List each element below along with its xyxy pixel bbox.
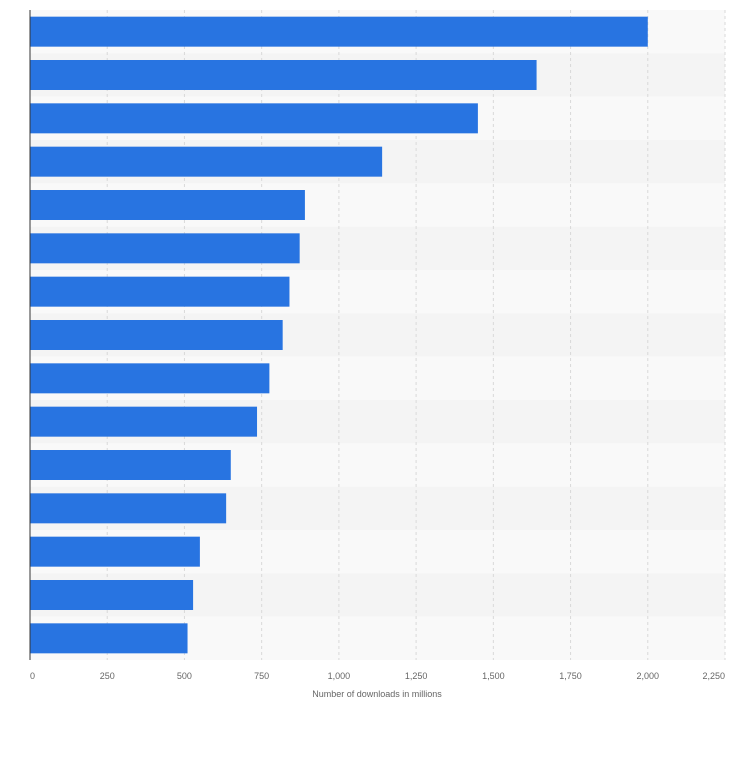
bar (30, 146, 383, 177)
bar (30, 233, 300, 264)
bar (30, 406, 258, 437)
x-tick-label: 2,000 (637, 671, 660, 681)
x-tick-label: 1,250 (405, 671, 428, 681)
x-tick-label: 2,250 (702, 671, 725, 681)
x-tick-label: 250 (100, 671, 115, 681)
bar (30, 623, 188, 654)
x-tick-label: 1,500 (482, 671, 505, 681)
bar (30, 536, 200, 567)
bar (30, 493, 227, 524)
x-tick-label: 0 (30, 671, 35, 681)
x-tick-label: 500 (177, 671, 192, 681)
bar (30, 320, 283, 350)
bar (30, 60, 537, 90)
x-tick-labels: 0 250 500 750 1,000 1,250 1,500 1,750 2,000 2,250 (30, 671, 725, 681)
bar (30, 276, 290, 307)
bars-group (30, 16, 648, 654)
x-tick-label: 1,000 (328, 671, 351, 681)
bar (30, 16, 648, 47)
bar (30, 580, 194, 610)
bar (30, 190, 305, 220)
bar (30, 363, 270, 394)
x-tick-label: 750 (254, 671, 269, 681)
x-axis-title: Number of downloads in millions (312, 689, 442, 699)
bar (30, 103, 478, 134)
x-tick-label: 1,750 (559, 671, 582, 681)
bar (30, 450, 231, 480)
